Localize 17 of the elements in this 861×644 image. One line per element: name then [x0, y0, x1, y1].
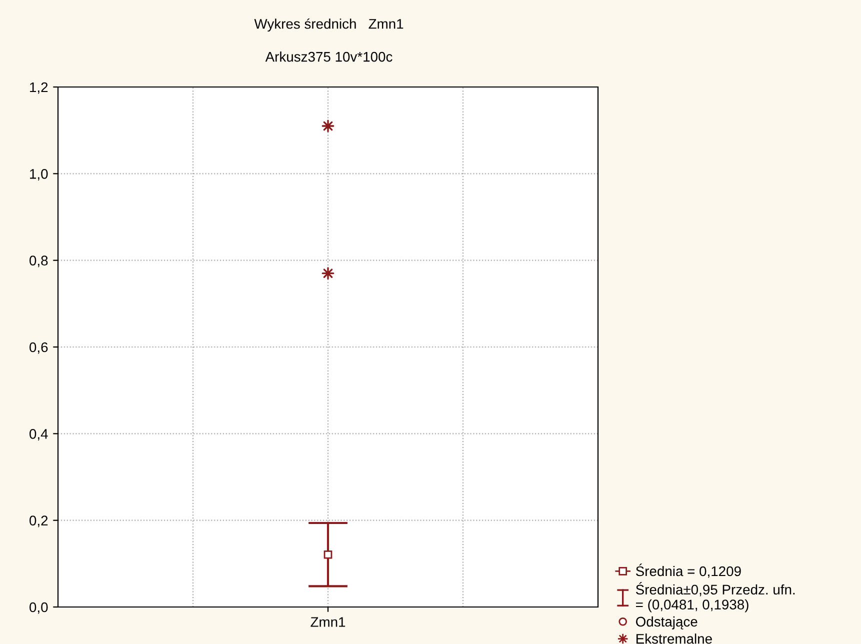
legend-label: Odstające — [636, 616, 698, 630]
y-tick-label: 0,4 — [30, 429, 48, 440]
y-tick-label: 0,2 — [30, 516, 48, 528]
chart-subtitle: Arkusz375 10v*100c — [265, 52, 392, 62]
point — [324, 550, 332, 559]
point — [322, 120, 334, 132]
chart-title: Wykres średnich Zmn1 — [254, 18, 404, 32]
y-tick-label: 1,2 — [30, 82, 48, 94]
y-tick-label: 0,0 — [30, 602, 48, 614]
point — [322, 267, 334, 280]
legend-label: Ekstremalne — [636, 634, 712, 644]
legend-label: Średnia = 0,1209 — [636, 564, 741, 578]
x-tick-label: Zmn1 — [310, 617, 346, 627]
y-tick-label: 0,6 — [30, 342, 48, 354]
y-tick-label: 1,0 — [30, 169, 48, 180]
y-tick-label: 0,8 — [30, 256, 48, 268]
legend-label: Średnia±0,95 Przedz. ufn. = (0,0481, 0,1938) — [636, 582, 795, 612]
